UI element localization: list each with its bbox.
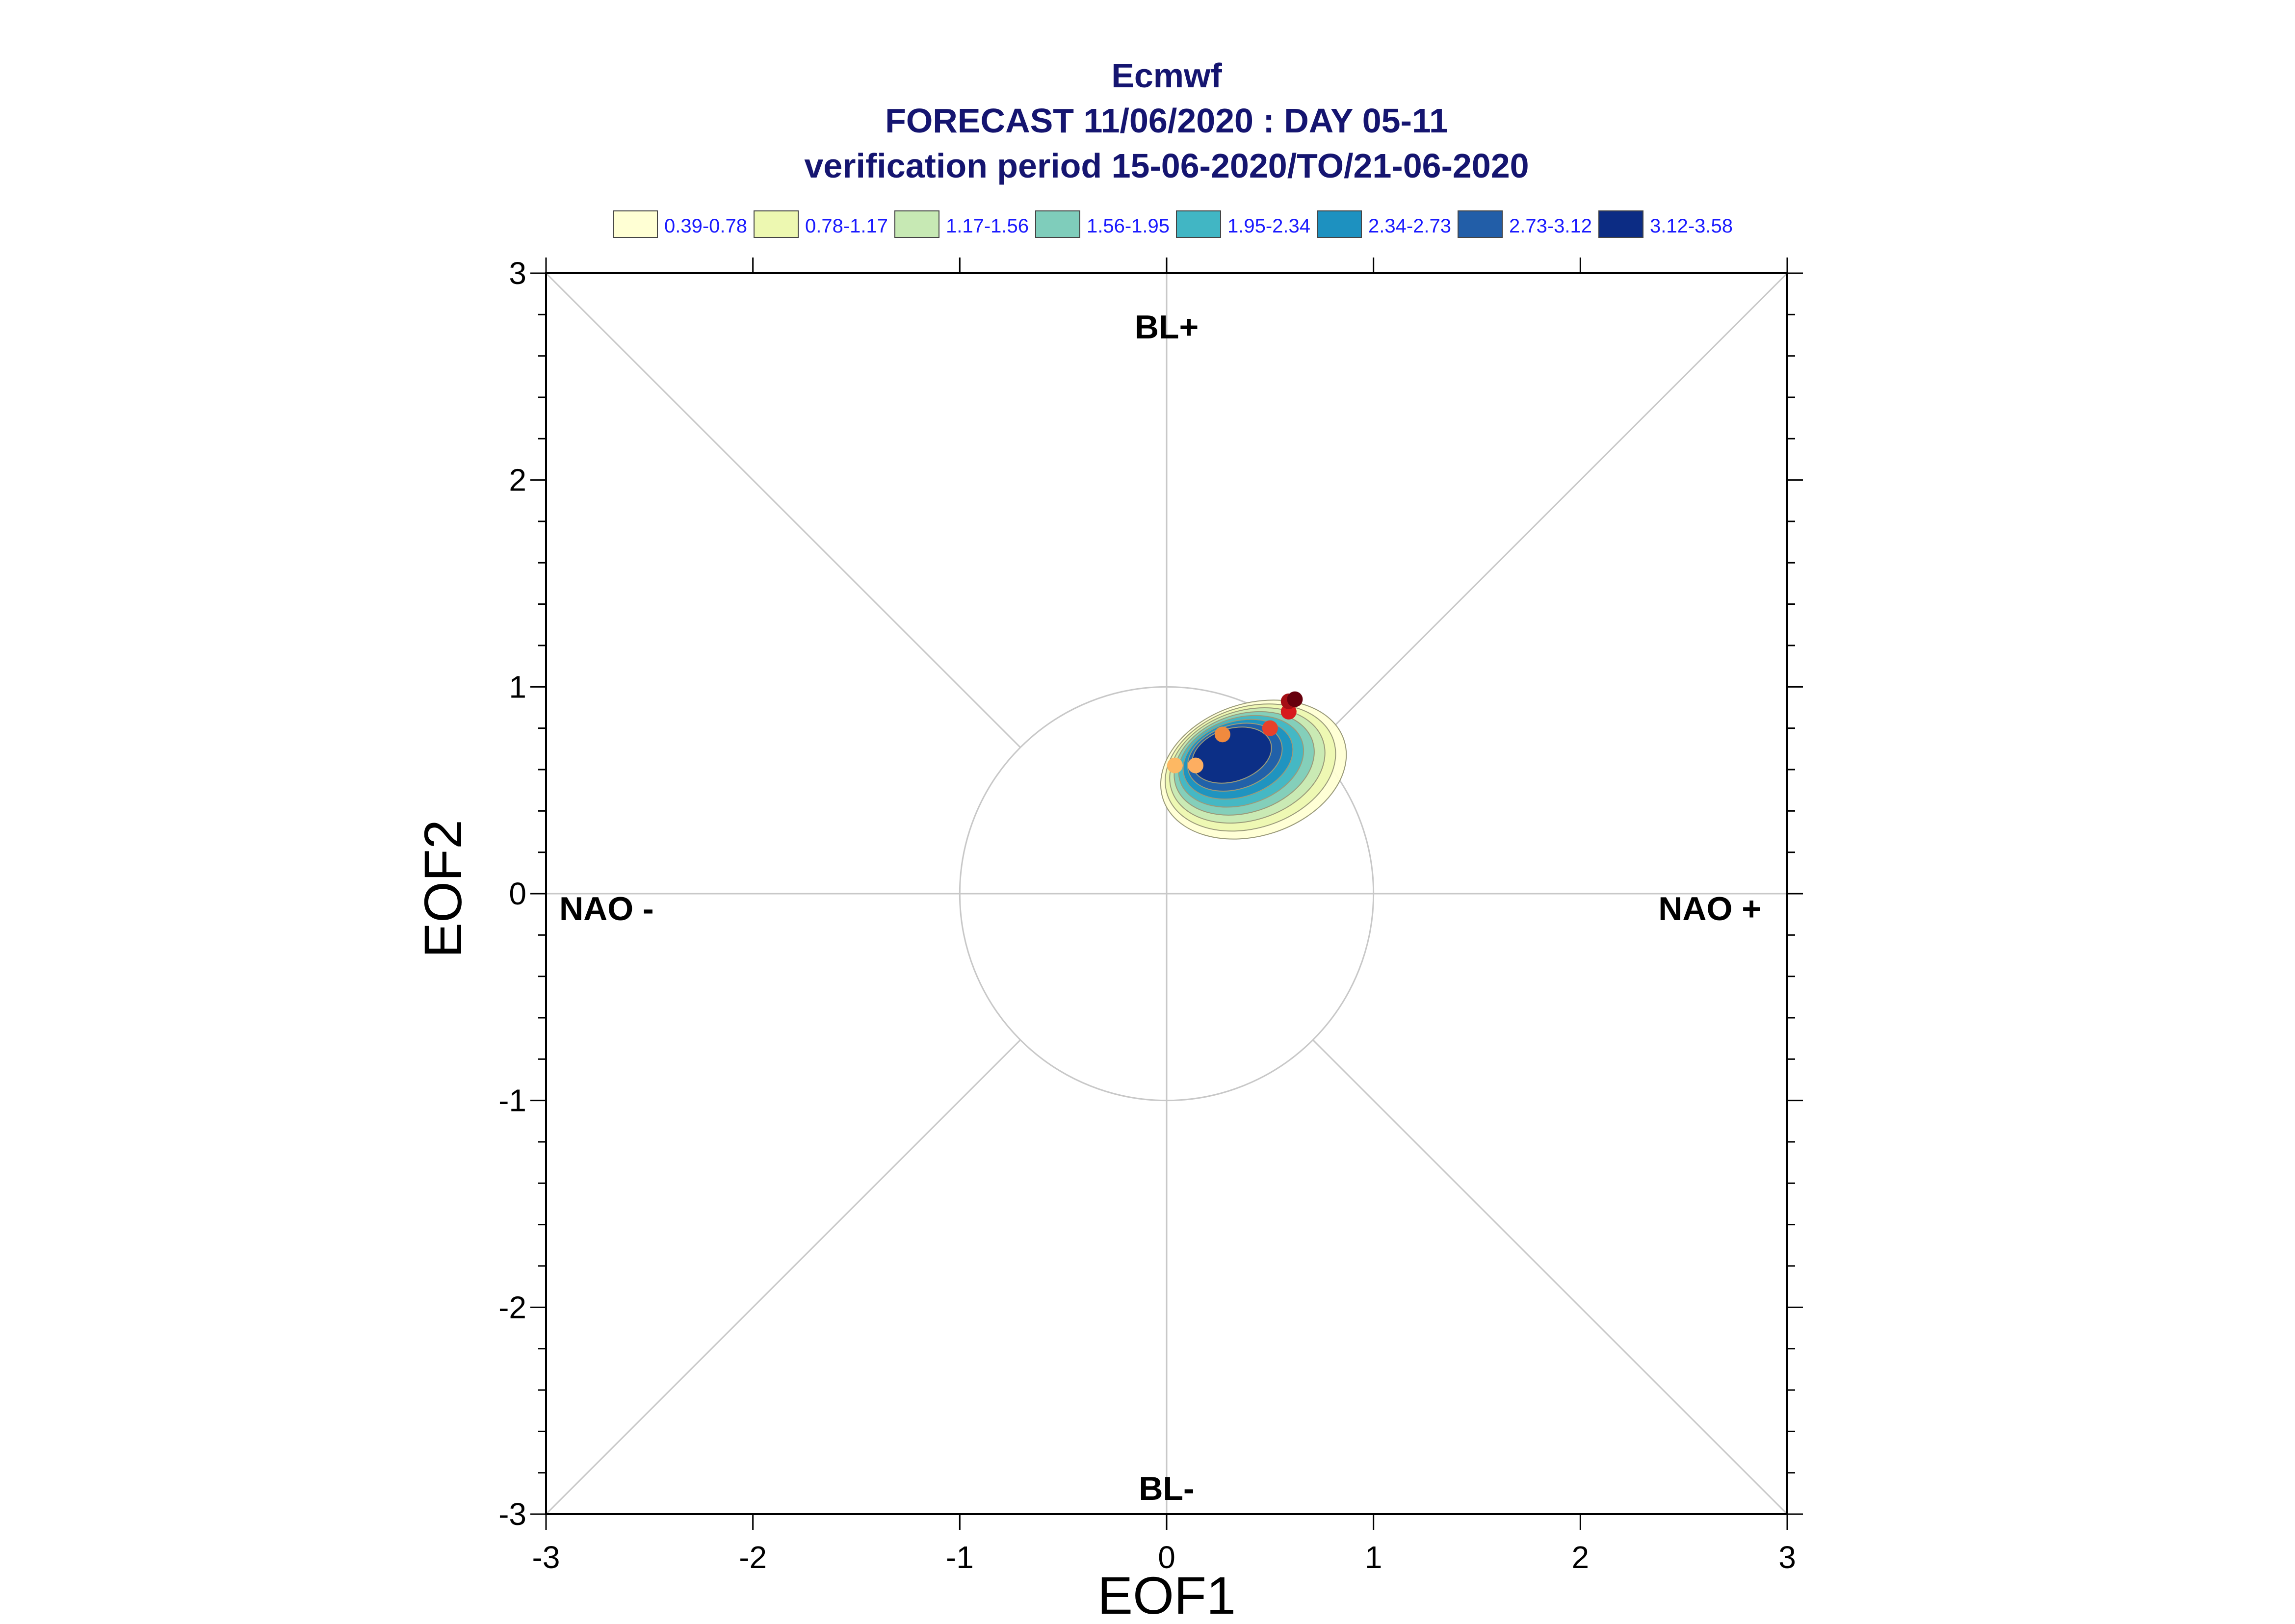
- legend-swatch: [754, 210, 799, 238]
- y-tick-label: 2: [509, 463, 526, 498]
- x-tick-label: 0: [1158, 1540, 1175, 1575]
- diagonal-guide-line: [545, 1039, 1021, 1515]
- legend-label: 2.34-2.73: [1368, 215, 1451, 237]
- legend-label: 0.78-1.17: [805, 215, 888, 237]
- legend-label: 3.12-3.58: [1650, 215, 1733, 237]
- x-tick-label: -3: [532, 1540, 560, 1575]
- legend-label: 1.17-1.56: [946, 215, 1029, 237]
- y-tick-label: 1: [509, 669, 526, 704]
- y-tick-label: -1: [498, 1083, 526, 1118]
- trajectory-point: [1167, 757, 1183, 773]
- chart-title: Ecmwf: [1111, 56, 1222, 95]
- legend-label: 0.39-0.78: [664, 215, 747, 237]
- y-axis-label: EOF2: [413, 820, 472, 958]
- trajectory-point: [1214, 726, 1230, 743]
- regime-label-bl-minus: BL-: [1139, 1470, 1194, 1507]
- density-legend: 0.39-0.78 0.78-1.17 1.17-1.56 1.56-1.95 1.95…: [613, 210, 1733, 238]
- diagonal-guide-line: [1312, 1039, 1788, 1515]
- y-tick-label: 3: [509, 256, 526, 291]
- y-tick-label: 0: [509, 876, 526, 911]
- legend-swatch: [1035, 210, 1080, 238]
- y-tick-label: -2: [498, 1289, 526, 1325]
- legend-swatch: [1458, 210, 1503, 238]
- titles: Ecmwf FORECAST 11/06/2020 : DAY 05-11 ve…: [804, 56, 1529, 185]
- regime-label-bl-plus: BL+: [1135, 309, 1199, 346]
- x-axis-label: EOF1: [1097, 1566, 1236, 1624]
- legend-label: 2.73-3.12: [1509, 215, 1592, 237]
- y-tick-label: -3: [498, 1496, 526, 1532]
- regime-labels: BL+ BL- NAO - NAO +: [559, 309, 1761, 1507]
- x-tick-label: -2: [739, 1540, 767, 1575]
- diagonal-guide-line: [545, 272, 1021, 748]
- trajectory-point: [1188, 757, 1204, 773]
- trajectory-point: [1287, 691, 1303, 707]
- axes: EOF1 EOF2 -3 -2 -1 0 1 2 3 -3 -2 -1 0 1 2 3: [413, 256, 1803, 1624]
- regime-label-nao-plus: NAO +: [1658, 890, 1761, 928]
- diagonal-guide-line: [1312, 272, 1788, 748]
- chart-subtitle-verification: verification period 15-06-2020/TO/21-06-…: [804, 147, 1529, 185]
- plot-area: [545, 272, 1788, 1515]
- legend-swatch: [613, 210, 658, 238]
- x-tick-label: 3: [1778, 1540, 1796, 1575]
- legend-label: 1.56-1.95: [1087, 215, 1170, 237]
- chart-subtitle: FORECAST 11/06/2020 : DAY 05-11: [885, 102, 1448, 140]
- x-tick-label: -1: [946, 1540, 974, 1575]
- unit-circle: [959, 686, 1375, 1102]
- regime-label-nao-minus: NAO -: [559, 890, 654, 928]
- x-tick-label: 2: [1572, 1540, 1590, 1575]
- x-tick-label: 1: [1365, 1540, 1382, 1575]
- trajectory-point: [1262, 720, 1278, 736]
- legend-swatch: [1598, 210, 1643, 238]
- legend-label: 1.95-2.34: [1227, 215, 1310, 237]
- legend-swatch: [1317, 210, 1362, 238]
- legend-swatch: [1176, 210, 1221, 238]
- legend-swatch: [894, 210, 939, 238]
